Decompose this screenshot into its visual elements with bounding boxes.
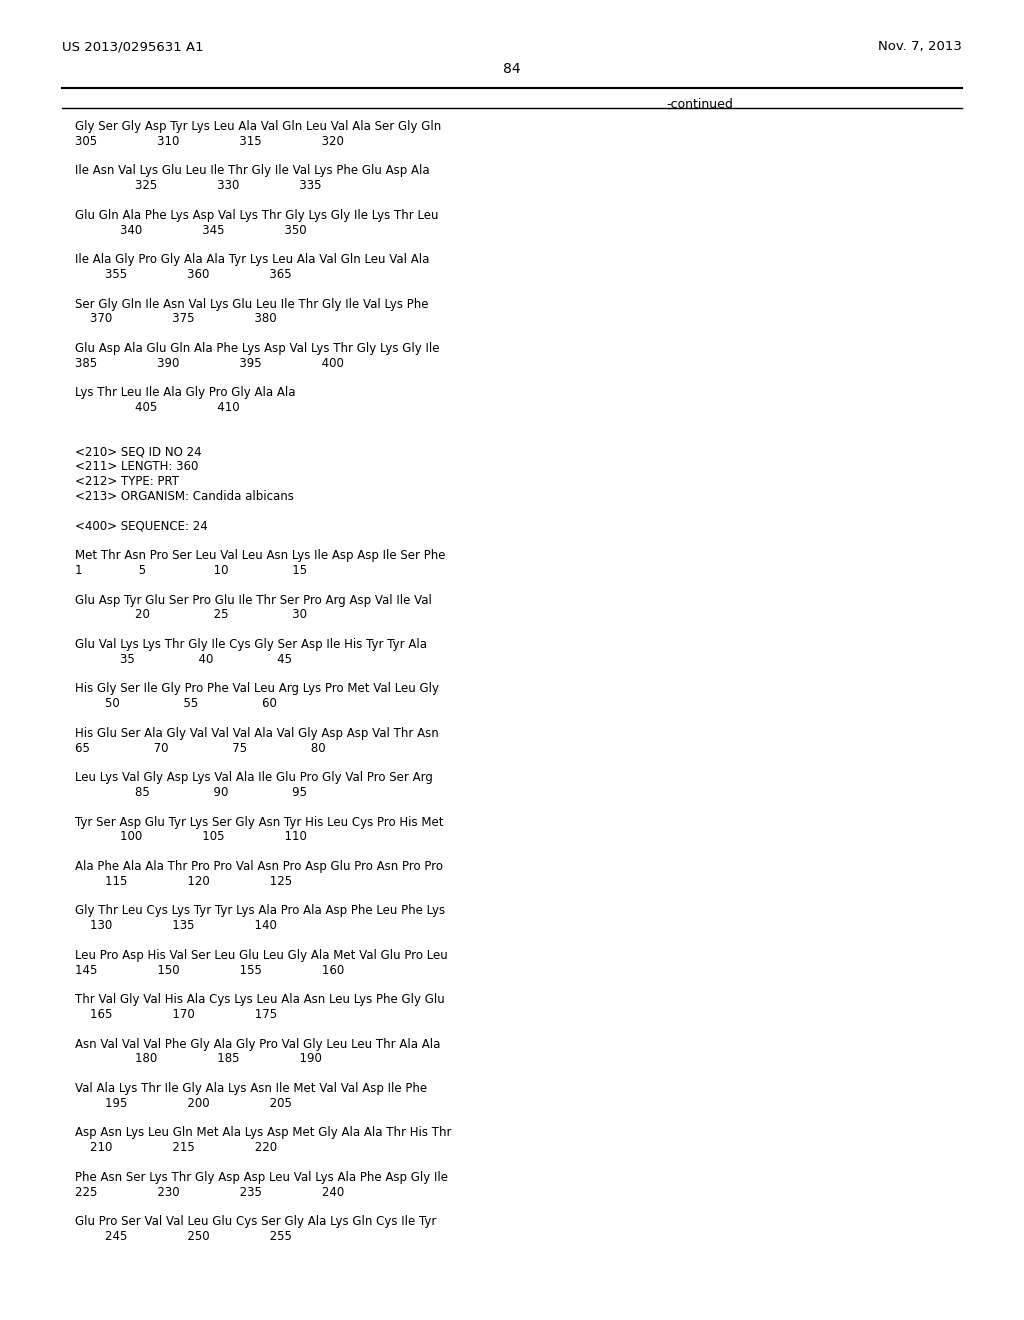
- Text: <211> LENGTH: 360: <211> LENGTH: 360: [75, 461, 199, 474]
- Text: 130                135                140: 130 135 140: [75, 919, 276, 932]
- Text: Asn Val Val Val Phe Gly Ala Gly Pro Val Gly Leu Leu Thr Ala Ala: Asn Val Val Val Phe Gly Ala Gly Pro Val …: [75, 1038, 440, 1051]
- Text: 180                185                190: 180 185 190: [75, 1052, 322, 1065]
- Text: Thr Val Gly Val His Ala Cys Lys Leu Ala Asn Leu Lys Phe Gly Glu: Thr Val Gly Val His Ala Cys Lys Leu Ala …: [75, 993, 444, 1006]
- Text: Glu Gln Ala Phe Lys Asp Val Lys Thr Gly Lys Gly Ile Lys Thr Leu: Glu Gln Ala Phe Lys Asp Val Lys Thr Gly …: [75, 209, 438, 222]
- Text: <400> SEQUENCE: 24: <400> SEQUENCE: 24: [75, 520, 208, 532]
- Text: Glu Pro Ser Val Val Leu Glu Cys Ser Gly Ala Lys Gln Cys Ile Tyr: Glu Pro Ser Val Val Leu Glu Cys Ser Gly …: [75, 1216, 436, 1228]
- Text: Asp Asn Lys Leu Gln Met Ala Lys Asp Met Gly Ala Ala Thr His Thr: Asp Asn Lys Leu Gln Met Ala Lys Asp Met …: [75, 1126, 452, 1139]
- Text: 85                 90                 95: 85 90 95: [75, 785, 307, 799]
- Text: <210> SEQ ID NO 24: <210> SEQ ID NO 24: [75, 446, 202, 458]
- Text: Glu Asp Tyr Glu Ser Pro Glu Ile Thr Ser Pro Arg Asp Val Ile Val: Glu Asp Tyr Glu Ser Pro Glu Ile Thr Ser …: [75, 594, 432, 607]
- Text: <212> TYPE: PRT: <212> TYPE: PRT: [75, 475, 179, 488]
- Text: US 2013/0295631 A1: US 2013/0295631 A1: [62, 40, 204, 53]
- Text: Leu Lys Val Gly Asp Lys Val Ala Ile Glu Pro Gly Val Pro Ser Arg: Leu Lys Val Gly Asp Lys Val Ala Ile Glu …: [75, 771, 433, 784]
- Text: 1               5                  10                 15: 1 5 10 15: [75, 564, 307, 577]
- Text: 145                150                155                160: 145 150 155 160: [75, 964, 344, 977]
- Text: Met Thr Asn Pro Ser Leu Val Leu Asn Lys Ile Asp Asp Ile Ser Phe: Met Thr Asn Pro Ser Leu Val Leu Asn Lys …: [75, 549, 445, 562]
- Text: His Gly Ser Ile Gly Pro Phe Val Leu Arg Lys Pro Met Val Leu Gly: His Gly Ser Ile Gly Pro Phe Val Leu Arg …: [75, 682, 439, 696]
- Text: 100                105                110: 100 105 110: [75, 830, 307, 843]
- Text: 245                250                255: 245 250 255: [75, 1230, 292, 1243]
- Text: Ser Gly Gln Ile Asn Val Lys Glu Leu Ile Thr Gly Ile Val Lys Phe: Ser Gly Gln Ile Asn Val Lys Glu Leu Ile …: [75, 297, 428, 310]
- Text: Leu Pro Asp His Val Ser Leu Glu Leu Gly Ala Met Val Glu Pro Leu: Leu Pro Asp His Val Ser Leu Glu Leu Gly …: [75, 949, 447, 962]
- Text: 84: 84: [503, 62, 521, 77]
- Text: 355                360                365: 355 360 365: [75, 268, 292, 281]
- Text: 20                 25                 30: 20 25 30: [75, 609, 307, 622]
- Text: Tyr Ser Asp Glu Tyr Lys Ser Gly Asn Tyr His Leu Cys Pro His Met: Tyr Ser Asp Glu Tyr Lys Ser Gly Asn Tyr …: [75, 816, 443, 829]
- Text: 210                215                220: 210 215 220: [75, 1142, 278, 1154]
- Text: 325                330                335: 325 330 335: [75, 180, 322, 193]
- Text: 225                230                235                240: 225 230 235 240: [75, 1185, 344, 1199]
- Text: 35                 40                 45: 35 40 45: [75, 653, 292, 665]
- Text: 370                375                380: 370 375 380: [75, 313, 276, 326]
- Text: Val Ala Lys Thr Ile Gly Ala Lys Asn Ile Met Val Val Asp Ile Phe: Val Ala Lys Thr Ile Gly Ala Lys Asn Ile …: [75, 1082, 427, 1096]
- Text: Gly Thr Leu Cys Lys Tyr Tyr Lys Ala Pro Ala Asp Phe Leu Phe Lys: Gly Thr Leu Cys Lys Tyr Tyr Lys Ala Pro …: [75, 904, 445, 917]
- Text: Phe Asn Ser Lys Thr Gly Asp Asp Leu Val Lys Ala Phe Asp Gly Ile: Phe Asn Ser Lys Thr Gly Asp Asp Leu Val …: [75, 1171, 449, 1184]
- Text: -continued: -continued: [667, 98, 733, 111]
- Text: Lys Thr Leu Ile Ala Gly Pro Gly Ala Ala: Lys Thr Leu Ile Ala Gly Pro Gly Ala Ala: [75, 387, 296, 400]
- Text: 165                170                175: 165 170 175: [75, 1008, 278, 1020]
- Text: 340                345                350: 340 345 350: [75, 223, 306, 236]
- Text: Ile Ala Gly Pro Gly Ala Ala Tyr Lys Leu Ala Val Gln Leu Val Ala: Ile Ala Gly Pro Gly Ala Ala Tyr Lys Leu …: [75, 253, 429, 267]
- Text: His Glu Ser Ala Gly Val Val Val Ala Val Gly Asp Asp Val Thr Asn: His Glu Ser Ala Gly Val Val Val Ala Val …: [75, 727, 438, 739]
- Text: 305                310                315                320: 305 310 315 320: [75, 135, 344, 148]
- Text: Gly Ser Gly Asp Tyr Lys Leu Ala Val Gln Leu Val Ala Ser Gly Gln: Gly Ser Gly Asp Tyr Lys Leu Ala Val Gln …: [75, 120, 441, 133]
- Text: 65                 70                 75                 80: 65 70 75 80: [75, 742, 326, 755]
- Text: Glu Asp Ala Glu Gln Ala Phe Lys Asp Val Lys Thr Gly Lys Gly Ile: Glu Asp Ala Glu Gln Ala Phe Lys Asp Val …: [75, 342, 439, 355]
- Text: <213> ORGANISM: Candida albicans: <213> ORGANISM: Candida albicans: [75, 490, 294, 503]
- Text: Ile Asn Val Lys Glu Leu Ile Thr Gly Ile Val Lys Phe Glu Asp Ala: Ile Asn Val Lys Glu Leu Ile Thr Gly Ile …: [75, 165, 430, 177]
- Text: Nov. 7, 2013: Nov. 7, 2013: [879, 40, 962, 53]
- Text: 405                410: 405 410: [75, 401, 240, 414]
- Text: Ala Phe Ala Ala Thr Pro Pro Val Asn Pro Asp Glu Pro Asn Pro Pro: Ala Phe Ala Ala Thr Pro Pro Val Asn Pro …: [75, 861, 443, 873]
- Text: Glu Val Lys Lys Thr Gly Ile Cys Gly Ser Asp Ile His Tyr Tyr Ala: Glu Val Lys Lys Thr Gly Ile Cys Gly Ser …: [75, 638, 427, 651]
- Text: 50                 55                 60: 50 55 60: [75, 697, 276, 710]
- Text: 385                390                395                400: 385 390 395 400: [75, 356, 344, 370]
- Text: 115                120                125: 115 120 125: [75, 875, 292, 888]
- Text: 195                200                205: 195 200 205: [75, 1097, 292, 1110]
